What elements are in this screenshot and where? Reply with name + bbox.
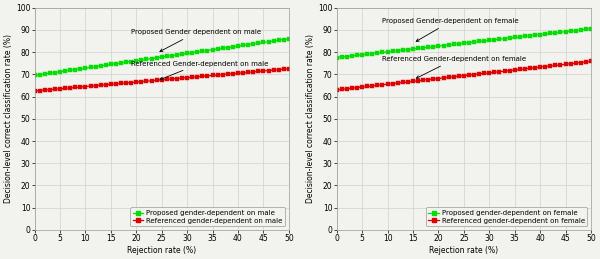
- X-axis label: Rejection rate (%): Rejection rate (%): [429, 246, 499, 255]
- Legend: Proposed gender-dependent on female, Referenced gender-dependent on female: Proposed gender-dependent on female, Ref…: [425, 207, 587, 226]
- Text: Referenced Gender-dependent on male: Referenced Gender-dependent on male: [131, 61, 269, 80]
- X-axis label: Rejection rate (%): Rejection rate (%): [127, 246, 196, 255]
- Y-axis label: Decision-level correct classification rate (%): Decision-level correct classification ra…: [4, 34, 13, 203]
- Text: Referenced Gender-dependent on female: Referenced Gender-dependent on female: [382, 56, 527, 78]
- Y-axis label: Decision-level correct classification rate (%): Decision-level correct classification ra…: [306, 34, 315, 203]
- Text: Proposed Gender-dependent on female: Proposed Gender-dependent on female: [382, 18, 519, 41]
- Text: Proposed Gender dependent on male: Proposed Gender dependent on male: [131, 30, 262, 52]
- Legend: Proposed gender-dependent on male, Referenced gender-dependent on male: Proposed gender-dependent on male, Refer…: [130, 207, 286, 226]
